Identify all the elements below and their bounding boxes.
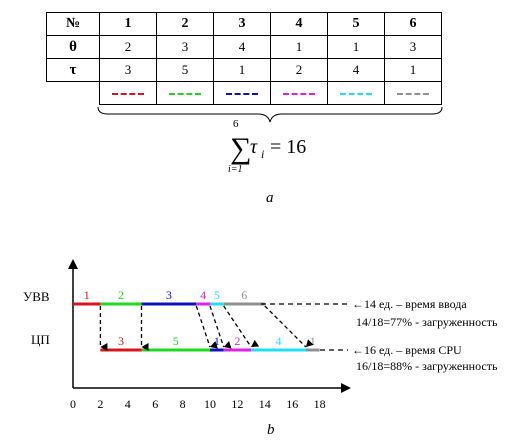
x-tick-label: 12: [231, 397, 243, 411]
x-tick-group: 0 2 4 6 8 10 12 14 16 18: [70, 397, 326, 411]
theta-row: θ 2 3 4 1 1 3: [46, 35, 442, 59]
cpu-segment-label: 1: [214, 334, 220, 348]
legend-cell: [327, 81, 385, 105]
x-tick-label: 8: [180, 397, 186, 411]
x-tick-label: 16: [286, 397, 298, 411]
cpu-segment-label: 1: [310, 334, 316, 348]
cpu-row-label: ЦП: [31, 332, 50, 347]
x-tick-label: 18: [314, 397, 326, 411]
io-note-load: 14/18=77% - загруженность: [356, 315, 498, 329]
cpu-segment-label: 5: [173, 334, 179, 348]
legend-swatch: [397, 93, 429, 96]
io-segment-label: 1: [84, 288, 90, 302]
cpu-note-time: ←16 ед. – время CPU: [352, 343, 462, 357]
table-header-row: № 1 2 3 4 5 6: [46, 12, 442, 36]
sum-symbol: ∑: [230, 132, 251, 165]
legend-row: [47, 81, 442, 105]
x-tick-label: 2: [97, 397, 103, 411]
x-tick-label: 6: [152, 397, 158, 411]
legend-swatch: [226, 93, 258, 96]
header-cell: №: [46, 12, 100, 36]
caption-a: a: [266, 190, 274, 206]
header-cell: 5: [327, 12, 385, 36]
x-tick-label: 4: [125, 397, 131, 411]
legend-cell: [270, 81, 328, 105]
io-segment-label: 2: [118, 288, 124, 302]
theta-cell: 4: [213, 35, 271, 59]
legend-swatch: [340, 93, 372, 96]
transfer-arrow: [264, 305, 314, 348]
legend-swatch: [283, 93, 315, 96]
io-segment-label: 4: [200, 288, 206, 302]
sum-term-index: i: [261, 147, 264, 161]
io-segment-label: 6: [241, 288, 247, 302]
theta-cell: 3: [384, 35, 442, 59]
tau-row: τ 3 5 1 2 4 1: [46, 58, 442, 82]
transfer-arrow: [195, 305, 218, 349]
legend-cell: [384, 81, 442, 105]
transfer-arrow: [223, 305, 260, 348]
header-cell: 1: [99, 12, 157, 36]
legend-cell: [213, 81, 271, 105]
caption-b: b: [267, 422, 275, 438]
io-segment-label: 3: [166, 288, 172, 302]
header-cell: 4: [270, 12, 328, 36]
tau-cell: 2: [270, 58, 328, 82]
transfer-arrow: [209, 305, 232, 349]
cpu-note-load: 16/18=88% - загруженность: [356, 359, 498, 373]
sum-result: = 16: [270, 136, 306, 158]
cpu-segment-label: 4: [276, 334, 282, 348]
io-note-time: ←14 ед. – время ввода: [352, 297, 467, 311]
io-row-label: УВВ: [23, 289, 50, 304]
tau-cell: 1: [213, 58, 271, 82]
tau-label: τ: [46, 58, 100, 82]
sum-upper-limit: 6: [233, 118, 239, 130]
legend-swatch: [169, 93, 201, 96]
x-tick-label: 14: [259, 397, 271, 411]
io-segment-label: 5: [214, 288, 220, 302]
cpu-segment-label: 2: [234, 334, 240, 348]
transfer-arrows: [99, 305, 314, 351]
theta-cell: 3: [156, 35, 214, 59]
x-tick-label: 10: [204, 397, 216, 411]
legend-cell: [99, 81, 157, 105]
theta-cell: 1: [327, 35, 385, 59]
cpu-segment-label: 3: [118, 334, 124, 348]
x-tick-label: 0: [70, 397, 76, 411]
legend-swatch: [112, 93, 144, 96]
job-parameters-table: № 1 2 3 4 5 6 θ 2 3 4 1 1 3 τ 3 5 1 2 4 …: [46, 12, 442, 105]
sum-term: τ: [250, 136, 258, 158]
sum-lower-limit: i=1: [228, 164, 243, 175]
brace: [97, 106, 443, 123]
